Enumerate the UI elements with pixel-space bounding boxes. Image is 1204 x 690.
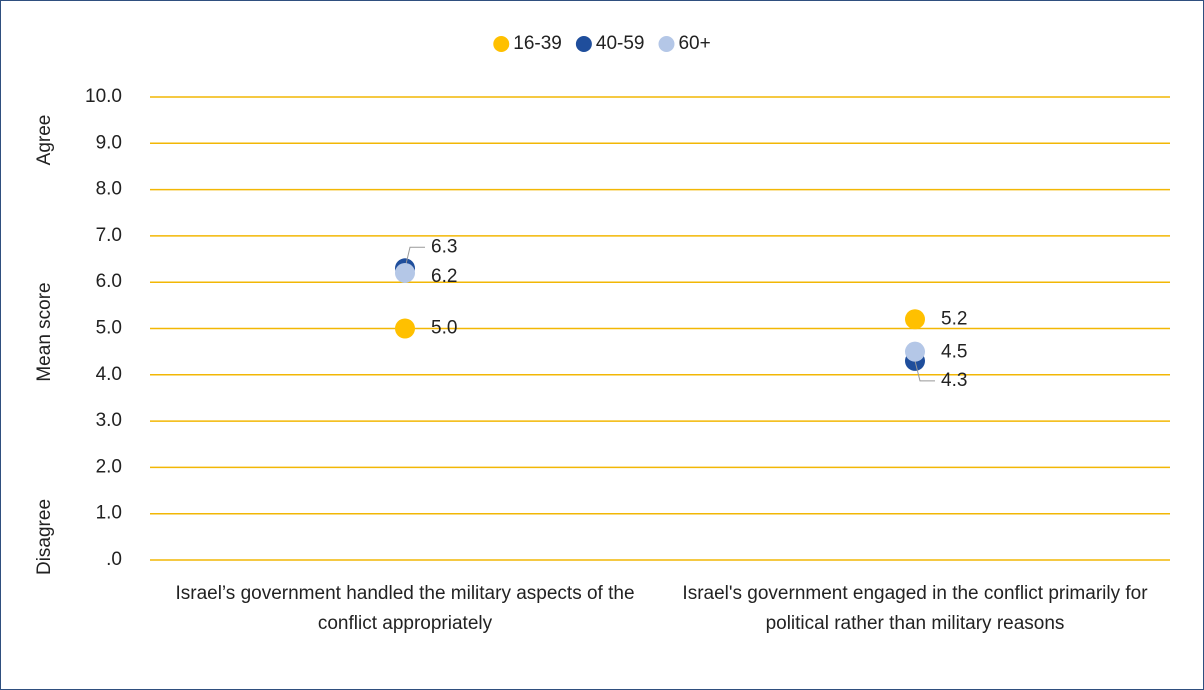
y-tick-label: 3.0 (96, 410, 122, 431)
data-label: 5.0 (431, 318, 457, 339)
dot (395, 318, 415, 339)
y-tick-label: 4.0 (96, 364, 122, 385)
y-tick-label: 5.0 (96, 318, 122, 339)
x-tick-label: Israel's government engaged in the confl… (682, 583, 1148, 634)
dot (905, 309, 925, 330)
leader-line (404, 246, 425, 269)
y-tick-label: 8.0 (96, 179, 122, 200)
y-tick-label: 6.0 (96, 271, 122, 292)
y-tick-label: 1.0 (96, 503, 122, 524)
data-label: 5.2 (941, 308, 967, 329)
legend-marker (658, 36, 675, 52)
data-label: 4.5 (941, 342, 967, 363)
y-tick-label: 10.0 (85, 86, 122, 107)
leader-line (914, 360, 935, 382)
data-label: 4.3 (941, 370, 967, 391)
y-tick-label: 7.0 (96, 225, 122, 246)
dot (395, 262, 415, 283)
data-label: 6.3 (431, 236, 457, 257)
data-label: 6.2 (431, 266, 457, 287)
legend-label: 60+ (678, 33, 710, 54)
y-axis-label-top: Agree (34, 115, 55, 166)
y-axis-label: Mean score (34, 282, 55, 381)
dot (905, 341, 925, 362)
legend-label: 16-39 (513, 33, 562, 54)
y-tick-label: .0 (106, 549, 122, 570)
legend-marker (493, 36, 510, 52)
y-axis-label-bottom: Disagree (34, 499, 55, 575)
legend-marker (575, 36, 592, 52)
y-tick-label: 9.0 (96, 132, 122, 153)
legend-label: 40-59 (596, 33, 645, 54)
y-tick-label: 2.0 (96, 456, 122, 477)
x-tick-label: Israel’s government handled the military… (175, 583, 634, 634)
